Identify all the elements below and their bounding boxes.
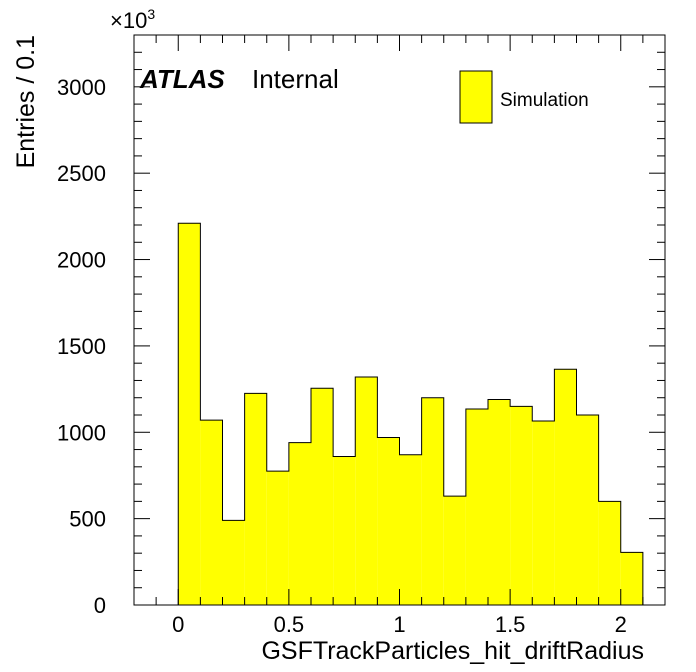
y-multiplier-label: ×103 (110, 6, 155, 33)
y-tick-label: 3000 (57, 75, 106, 100)
histogram-bar (576, 415, 599, 605)
y-multiplier-base: ×10 (110, 8, 147, 33)
histogram-bar (200, 420, 223, 605)
histogram-bar (598, 501, 621, 605)
y-tick-label: 2000 (57, 248, 106, 273)
x-tick-label: 1 (393, 612, 405, 637)
y-axis-title: Entries / 0.1 (12, 35, 40, 168)
histogram-bar (266, 471, 289, 605)
histogram-bars (177, 222, 644, 606)
legend-label-simulation: Simulation (500, 90, 589, 111)
y-tick-label: 0 (94, 593, 106, 618)
histogram-bar (510, 406, 533, 605)
histogram-bar (288, 442, 311, 605)
y-tick-label: 500 (69, 507, 106, 532)
histogram-bar (311, 388, 334, 605)
legend: Simulation (459, 70, 589, 124)
y-tick-label: 1000 (57, 420, 106, 445)
atlas-label: ATLAS (139, 64, 225, 94)
histogram-bar (554, 369, 577, 605)
histogram-bar (333, 456, 356, 605)
histogram-bar (532, 421, 555, 605)
histogram-bar (222, 520, 245, 605)
axis-ticks: 0 0.5 1 1.5 2 0 500 1000 1500 2000 2500 3000 (57, 34, 666, 637)
histogram-bar (488, 399, 511, 605)
y-tick-label: 2500 (57, 161, 106, 186)
x-tick-label: 2 (615, 612, 627, 637)
histogram-bar (421, 397, 444, 605)
internal-label: Internal (252, 64, 339, 94)
histogram-bar (244, 393, 267, 605)
histogram-bar (377, 437, 400, 605)
histogram-bar (399, 454, 422, 605)
x-tick-label: 0.5 (274, 612, 305, 637)
histogram-outline (177, 222, 644, 605)
plot-frame (133, 34, 666, 606)
histogram-bar (355, 377, 378, 605)
x-tick-label: 0 (172, 612, 184, 637)
histogram-bar (465, 408, 488, 605)
histogram-bar (443, 496, 466, 605)
histogram-bar (620, 552, 643, 605)
legend-swatch-simulation (459, 70, 493, 124)
y-multiplier-exponent: 3 (147, 6, 155, 22)
x-tick-label: 1.5 (495, 612, 526, 637)
x-axis-title: GSFTrackParticles_hit_driftRadius (261, 637, 644, 665)
histogram-bar (178, 223, 201, 606)
y-tick-label: 1500 (57, 334, 106, 359)
